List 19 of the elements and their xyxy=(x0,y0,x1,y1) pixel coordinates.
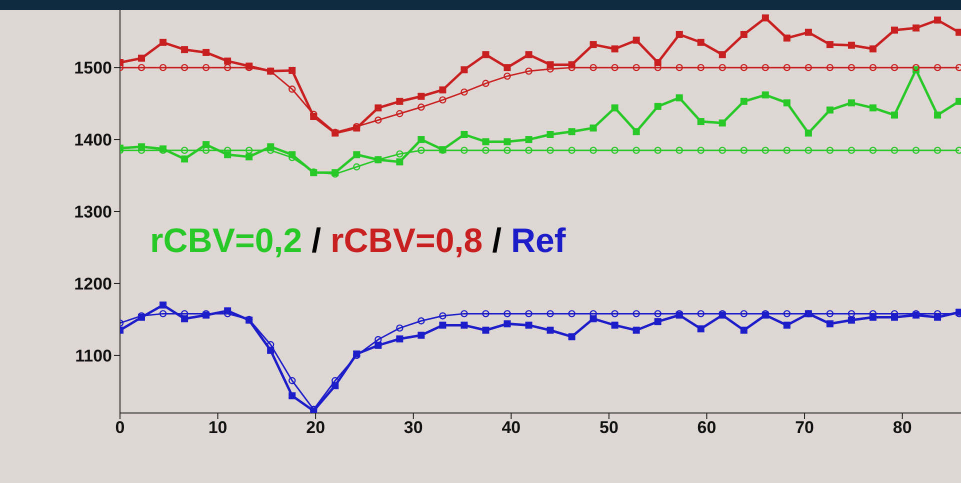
x-tick-label: 20 xyxy=(306,418,326,438)
y-tick-label: 1500 xyxy=(74,58,112,78)
x-tick-label: 30 xyxy=(404,418,423,438)
x-tick-label: 60 xyxy=(697,418,716,438)
x-tick-label: 70 xyxy=(795,418,814,438)
x-tick-label: 0 xyxy=(115,418,125,438)
y-tick-label: 1200 xyxy=(74,274,112,294)
x-tick-label: 50 xyxy=(599,418,618,438)
x-tick-label: 40 xyxy=(502,418,521,438)
y-tick-label: 1100 xyxy=(75,346,112,366)
annotation: / xyxy=(491,222,503,260)
series-label: rCBV=0,2 xyxy=(150,222,302,260)
y-tick-label: 1300 xyxy=(74,202,112,222)
text: rCBV=0,8 xyxy=(330,222,483,260)
x-tick-label: 10 xyxy=(208,418,228,438)
series-label: Ref xyxy=(510,222,566,260)
annotation: / xyxy=(310,222,322,260)
y-tick-label: 1400 xyxy=(74,130,112,150)
x-tick-label: 80 xyxy=(892,418,912,438)
